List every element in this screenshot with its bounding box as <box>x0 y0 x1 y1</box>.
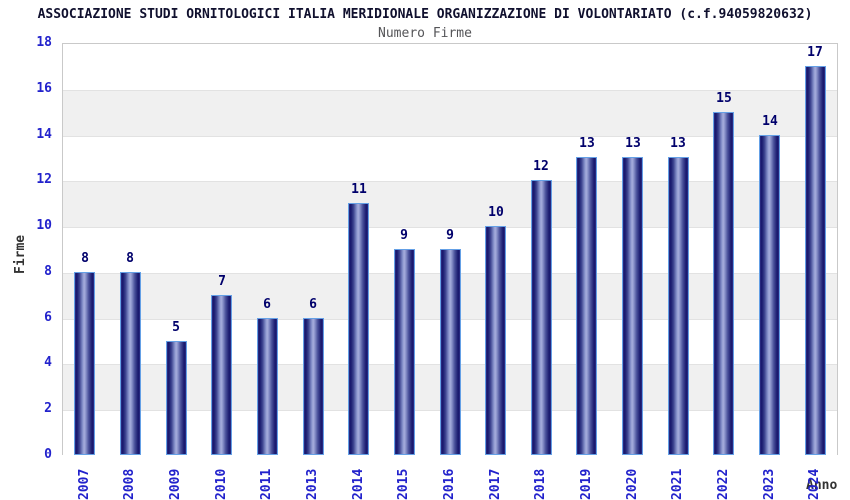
grid-band <box>63 89 837 136</box>
x-tick-label: 2023 <box>762 468 777 500</box>
y-tick-label: 12 <box>36 172 52 188</box>
y-tick-label: 18 <box>36 35 52 50</box>
x-tick-label: 2018 <box>533 468 548 500</box>
x-tick-label: 2011 <box>259 468 274 500</box>
bar-2017 <box>485 226 506 455</box>
bar-value-label: 13 <box>579 136 595 151</box>
bar-2024 <box>805 66 826 455</box>
bar-value-label: 12 <box>533 159 549 174</box>
bar-value-label: 15 <box>716 91 732 106</box>
bar-value-label: 6 <box>263 297 271 312</box>
y-tick-label: 0 <box>44 447 52 462</box>
x-tick-label: 2008 <box>122 468 137 500</box>
y-tick-label: 4 <box>44 355 52 371</box>
y-tick-label: 10 <box>36 218 52 234</box>
grid-band <box>63 135 837 182</box>
bar-value-label: 11 <box>351 182 367 197</box>
bar-2020 <box>622 157 643 455</box>
x-tick-label: 2015 <box>396 468 411 500</box>
bar-2019 <box>576 157 597 455</box>
x-tick-label: 2010 <box>214 468 229 500</box>
bar-2023 <box>759 135 780 455</box>
x-tick-label: 2007 <box>77 468 92 500</box>
bar-2010 <box>211 295 232 455</box>
y-tick-label: 6 <box>44 309 52 325</box>
x-tick-label: 2021 <box>670 468 685 500</box>
bar-value-label: 5 <box>172 320 180 335</box>
bar-2013 <box>303 318 324 455</box>
grid-band <box>63 44 837 90</box>
bar-2009 <box>166 341 187 455</box>
bar-value-label: 8 <box>81 251 89 266</box>
x-tick-label: 2022 <box>716 468 731 500</box>
y-tick-label: 2 <box>44 401 52 417</box>
bar-value-label: 8 <box>126 251 134 266</box>
bar-value-label: 14 <box>762 114 778 129</box>
y-tick-label: 16 <box>36 80 52 96</box>
chart-subtitle: Numero Firme <box>378 26 472 41</box>
bar-2015 <box>394 249 415 455</box>
chart-title: ASSOCIAZIONE STUDI ORNITOLOGICI ITALIA M… <box>37 7 813 22</box>
grid-band <box>63 181 837 228</box>
x-tick-label: 2013 <box>305 468 320 500</box>
bar-2022 <box>713 112 734 455</box>
x-tick-label: 2017 <box>488 468 503 500</box>
bar-value-label: 9 <box>446 228 454 243</box>
y-tick-label: 8 <box>44 263 52 279</box>
x-tick-label: 2014 <box>351 468 366 500</box>
bar-value-label: 13 <box>670 136 686 151</box>
x-tick-label: 2016 <box>442 468 457 500</box>
x-tick-label: 2009 <box>168 468 183 500</box>
bar-value-label: 6 <box>309 297 317 312</box>
bar-2014 <box>348 203 369 455</box>
bar-value-label: 13 <box>625 136 641 151</box>
x-tick-label: 2020 <box>625 468 640 500</box>
x-axis-title: Anno <box>806 478 838 493</box>
bar-2016 <box>440 249 461 455</box>
y-tick-label: 14 <box>36 126 52 142</box>
plot-area <box>62 43 838 456</box>
bar-2021 <box>668 157 689 455</box>
x-tick-label: 2019 <box>579 468 594 500</box>
bar-value-label: 17 <box>807 45 823 60</box>
bar-2008 <box>120 272 141 455</box>
bar-2011 <box>257 318 278 455</box>
bar-value-label: 10 <box>488 205 504 220</box>
x-tick-label: 2024 <box>807 468 822 500</box>
bar-value-label: 9 <box>400 228 408 243</box>
bar-2018 <box>531 180 552 455</box>
bar-value-label: 7 <box>218 274 226 289</box>
bar-2007 <box>74 272 95 455</box>
